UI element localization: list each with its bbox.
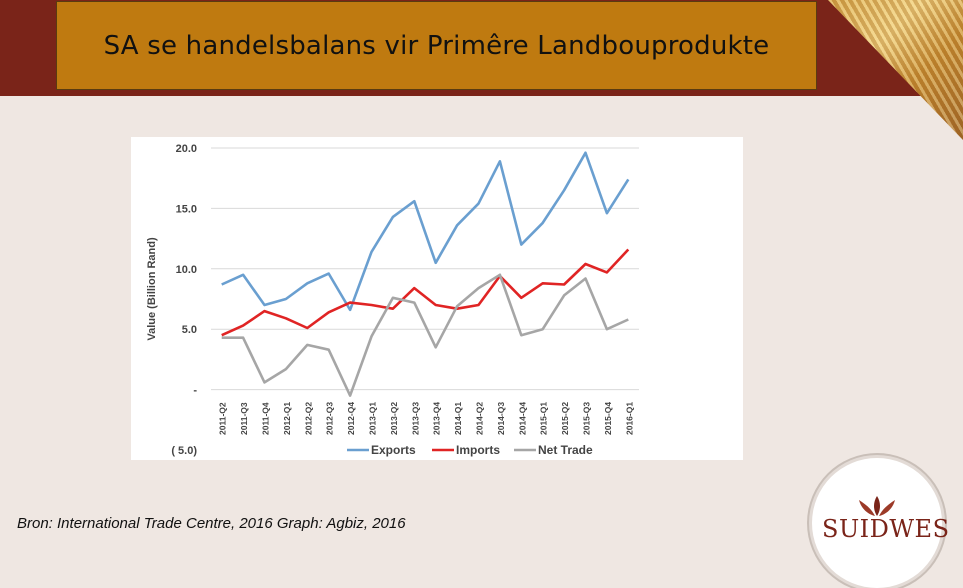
legend-label: Imports bbox=[456, 443, 500, 457]
y-tick-label: 20.0 bbox=[176, 143, 197, 155]
x-tick-label: 2014-Q1 bbox=[453, 402, 463, 435]
x-tick-label: 2016-Q1 bbox=[624, 402, 634, 435]
y-tick-label: 15.0 bbox=[176, 203, 197, 215]
x-tick-label: 2011-Q2 bbox=[218, 402, 228, 435]
y-tick-label: 10.0 bbox=[176, 264, 197, 276]
x-tick-label: 2012-Q1 bbox=[282, 402, 292, 435]
logo-wordmark: SUIDWES bbox=[822, 515, 950, 543]
x-tick-label: 2014-Q4 bbox=[517, 402, 527, 435]
series-line-exports bbox=[221, 151, 630, 312]
slide-title: SA se handelsbalans vir Primêre Landboup… bbox=[103, 30, 770, 61]
y-tick-label: 5.0 bbox=[182, 324, 197, 336]
x-tick-label: 2013-Q1 bbox=[368, 402, 378, 435]
y-tick-label: - bbox=[193, 385, 197, 397]
x-tick-label: 2014-Q2 bbox=[475, 402, 485, 435]
x-tick-label: 2013-Q4 bbox=[432, 402, 442, 435]
chart-panel: 20.0 15.0 10.0 5.0 - ( 5.0) Value (Billion Ran… bbox=[131, 137, 743, 460]
x-tick-label: 2015-Q1 bbox=[539, 402, 549, 435]
tulip-logo-icon bbox=[859, 496, 895, 516]
x-tick-label: 2013-Q2 bbox=[389, 402, 399, 435]
x-tick-label: 2014-Q3 bbox=[496, 402, 506, 435]
x-tick-label: 2013-Q3 bbox=[410, 402, 420, 435]
x-tick-label: 2012-Q2 bbox=[303, 402, 313, 435]
x-tick-label: 2011-Q4 bbox=[261, 402, 271, 435]
legend-label: Exports bbox=[371, 443, 416, 457]
series-line-imports bbox=[221, 248, 630, 337]
line-chart: 20.0 15.0 10.0 5.0 - ( 5.0) Value (Billion Ran… bbox=[146, 143, 639, 457]
x-tick-label: 2012-Q3 bbox=[325, 402, 335, 435]
x-tick-label: 2015-Q2 bbox=[560, 402, 570, 435]
series-line-net-trade bbox=[221, 273, 629, 397]
x-tick-label: 2015-Q4 bbox=[603, 402, 613, 435]
legend-label: Net Trade bbox=[538, 443, 593, 457]
x-tick-label: 2015-Q3 bbox=[582, 402, 592, 435]
x-tick-label: 2011-Q3 bbox=[239, 402, 249, 435]
source-caption: Bron: International Trade Centre, 2016 G… bbox=[17, 515, 406, 532]
title-box: SA se handelsbalans vir Primêre Landboup… bbox=[56, 1, 817, 90]
y-axis-label: Value (Billion Rand) bbox=[146, 237, 158, 341]
x-tick-label: 2012-Q4 bbox=[346, 402, 356, 435]
y-tick-label: ( 5.0) bbox=[171, 445, 197, 457]
